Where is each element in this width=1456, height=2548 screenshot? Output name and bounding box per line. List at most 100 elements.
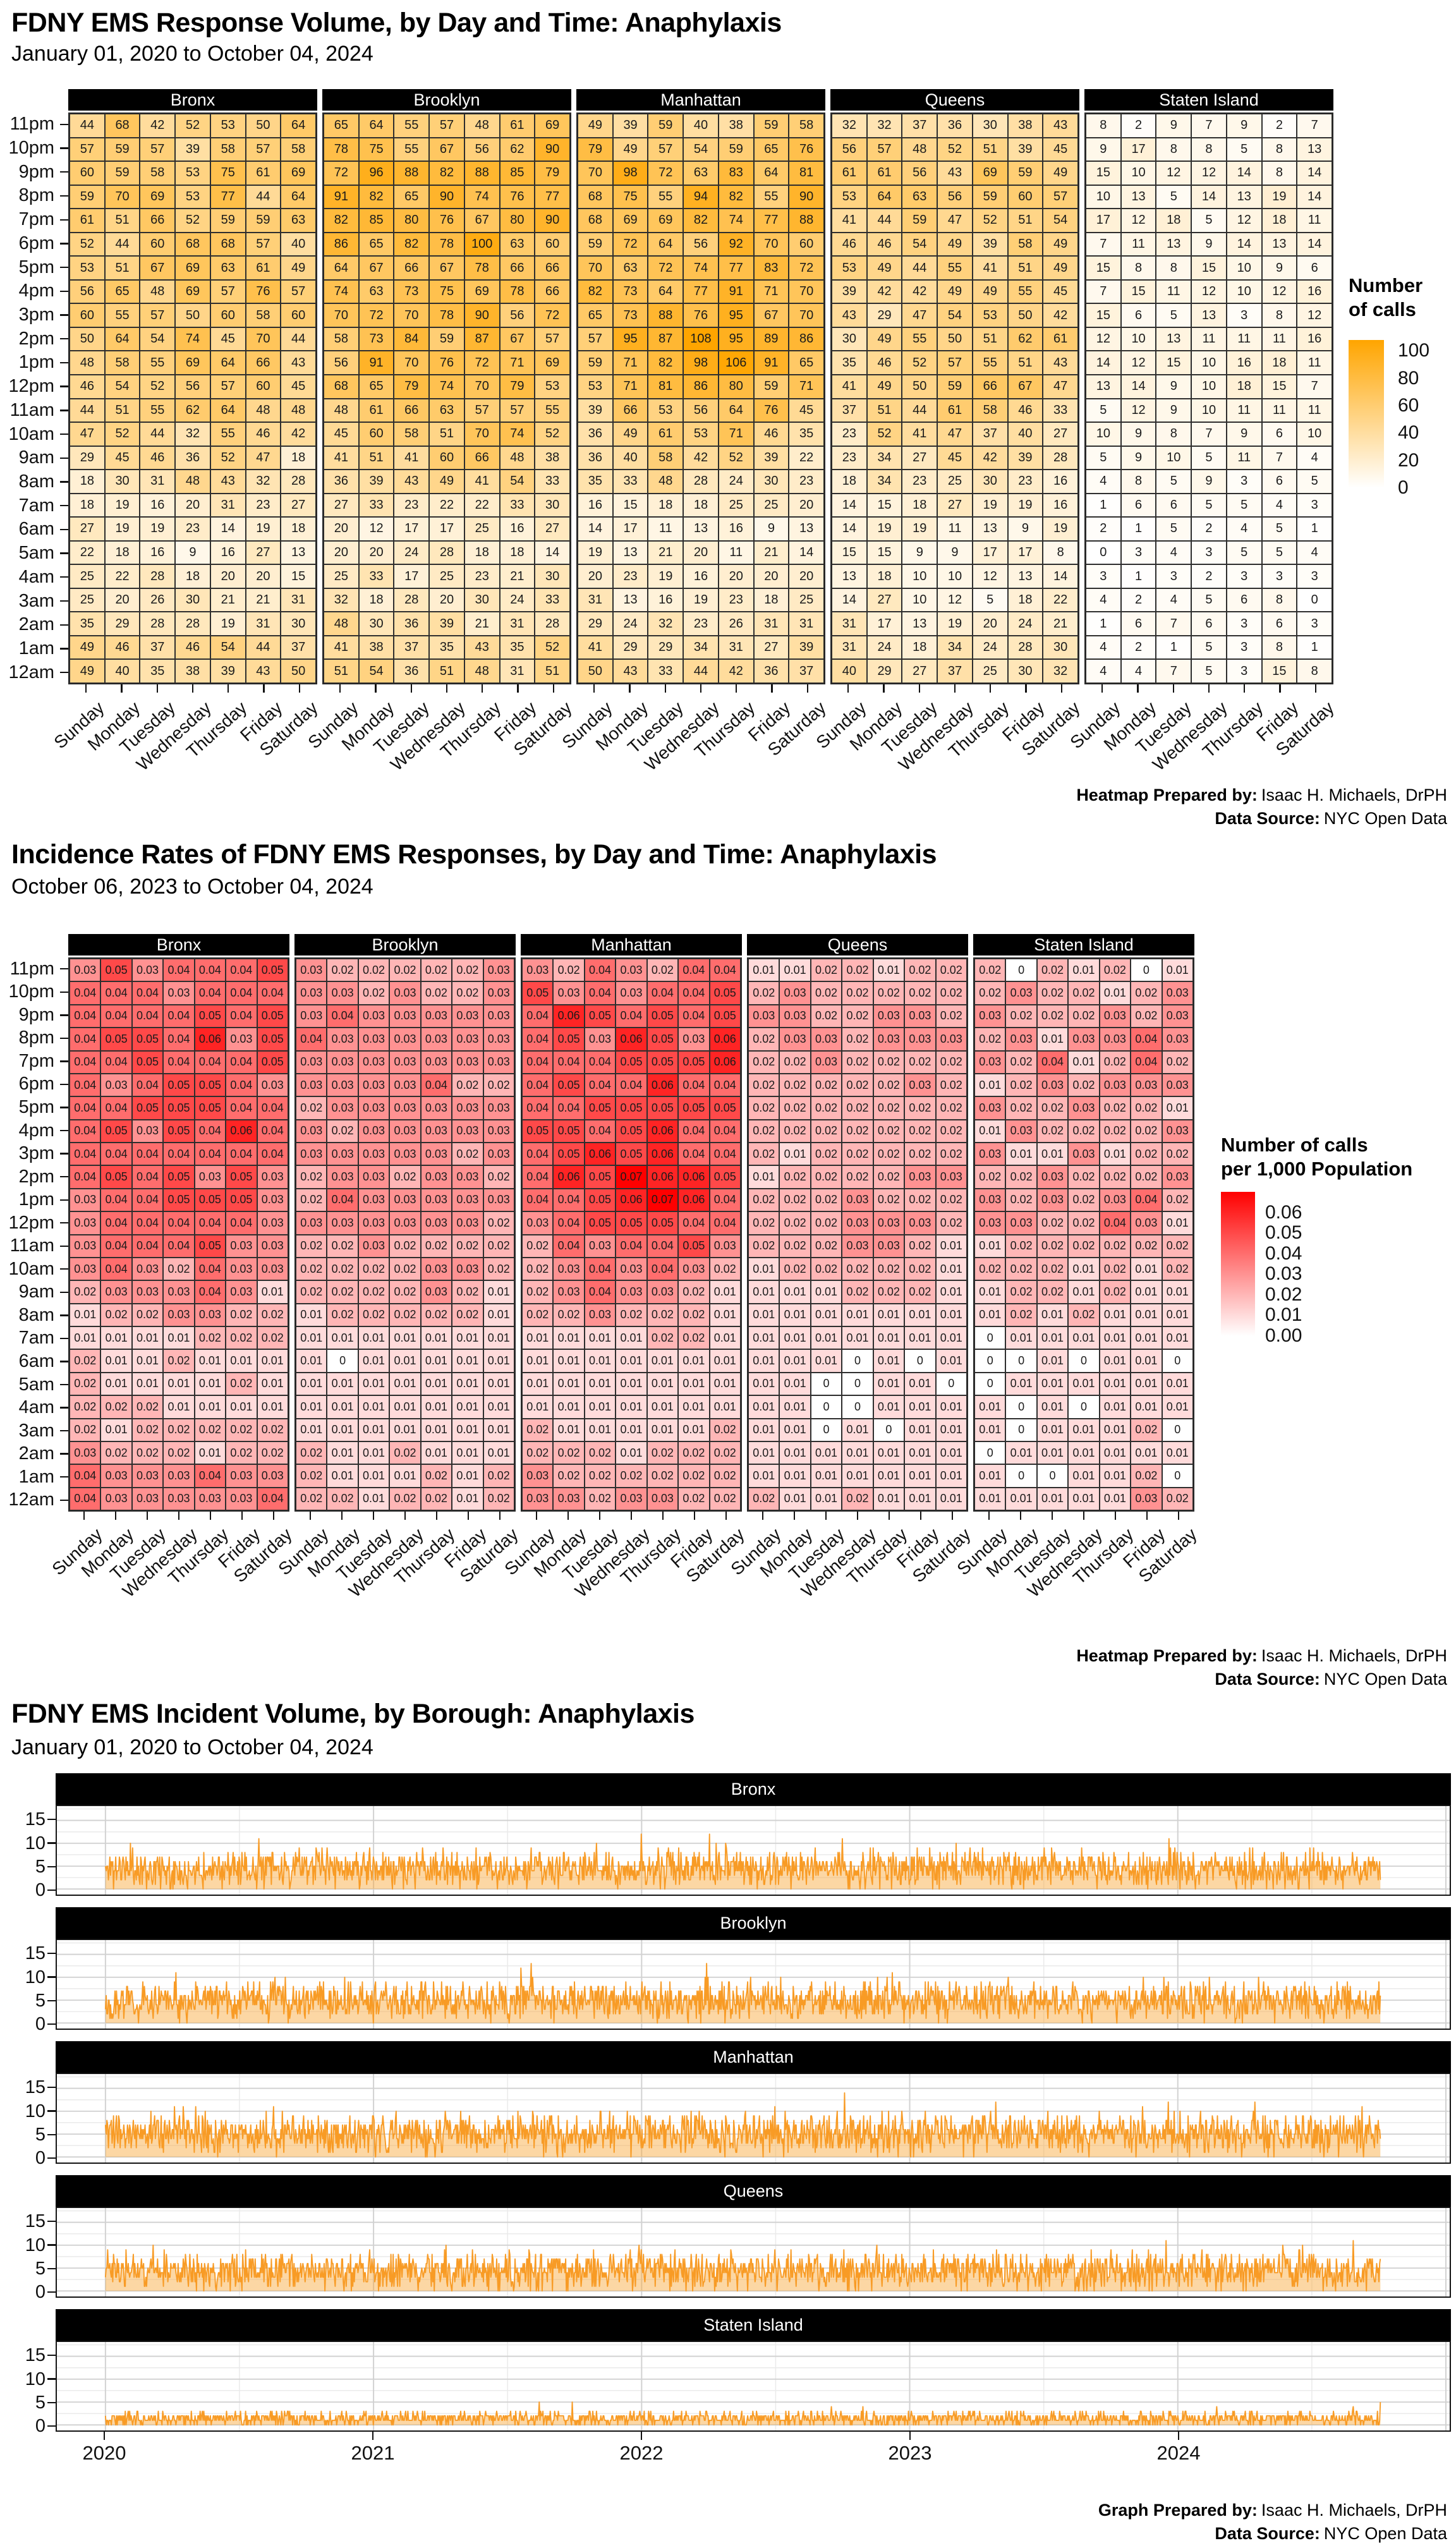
heatmap-cell: 0.02: [748, 1188, 780, 1212]
heatmap-cell: 0.03: [420, 1188, 452, 1212]
heatmap-cell: 15: [1261, 374, 1297, 399]
heatmap-cell: 65: [358, 232, 394, 257]
legend-tick-label: 0.06: [1265, 1201, 1302, 1223]
heatmap-cell: 9: [1120, 422, 1156, 446]
heatmap-cell: 0.01: [1068, 1418, 1100, 1441]
heatmap-cell: 24: [1007, 612, 1043, 636]
heatmap-cell: 54: [210, 635, 246, 660]
heatmap-cell: 35: [140, 659, 176, 683]
heatmap-cell: 0: [974, 1326, 1006, 1350]
heatmap-cell: 42: [1043, 303, 1078, 327]
heatmap-cell: 23: [175, 517, 210, 541]
y-axis-tick: [60, 648, 68, 650]
heatmap-cell: 51: [104, 398, 140, 423]
y-tick-label: 10: [25, 1967, 46, 1987]
heatmap-cell: 48: [324, 612, 359, 636]
heatmap-cell: 0.02: [810, 959, 842, 982]
heatmap-cell: 0.02: [842, 1050, 873, 1074]
heatmap-cell: 0.03: [296, 1119, 327, 1143]
heatmap-cell: 28: [281, 470, 316, 494]
hour-label: 3am: [18, 590, 54, 611]
heatmap-cell: 0.01: [779, 1326, 811, 1350]
heatmap-cell: 57: [245, 232, 281, 257]
heatmap-cell: 0.06: [616, 1188, 647, 1212]
heatmap-cell: 9: [175, 540, 210, 565]
heatmap-cell: 0.01: [1131, 1280, 1162, 1304]
heatmap-cell: 0.03: [131, 1487, 164, 1510]
heatmap-cell: 0.02: [1099, 1165, 1131, 1189]
heatmap-cell: 58: [1007, 232, 1043, 257]
heatmap-cell: 0.04: [70, 1073, 101, 1097]
heatmap-cell: 29: [70, 446, 105, 470]
heatmap-cell: 12: [1226, 209, 1262, 233]
heatmap-cell: 0.01: [616, 1418, 647, 1441]
y-axis-tick: [60, 1314, 68, 1316]
heatmap-cell: 0.01: [553, 1349, 585, 1373]
heatmap-cell: 0.02: [483, 1234, 514, 1258]
heatmap-cell: 62: [499, 137, 535, 162]
heatmap-cell: 17: [866, 612, 902, 636]
heatmap-cell: 0.04: [194, 959, 226, 982]
heatmap-cell: 50: [937, 327, 973, 351]
heatmap-cell: 0.01: [678, 1372, 710, 1396]
heatmap-cell: 8: [1086, 114, 1121, 138]
heatmap-cell: 0.04: [420, 1073, 452, 1097]
heatmap-cell: 0.03: [327, 1028, 358, 1051]
heatmap-cell: 19: [104, 517, 140, 541]
y-axis-tick: [60, 624, 68, 626]
heatmap-cell: 28: [535, 612, 570, 636]
heatmap-cell: 0.03: [709, 1234, 741, 1258]
heatmap-cell: 0.01: [131, 1372, 164, 1396]
y-axis-tick: [60, 1499, 68, 1501]
heatmap-cell: 72: [535, 303, 570, 327]
heatmap-cell: 0.01: [1036, 1143, 1069, 1166]
heatmap-cell: 0.01: [483, 1395, 514, 1419]
y-axis-tick: [60, 1199, 68, 1201]
heatmap-cell: 0.01: [748, 1326, 780, 1350]
heatmap-cell: 44: [70, 398, 105, 423]
heatmap-cell: 49: [972, 279, 1008, 304]
heatmap-cell: 4: [1297, 540, 1332, 565]
heatmap-cell: 0.02: [1131, 1143, 1162, 1166]
heatmap-cell: 0.01: [810, 1280, 842, 1304]
heatmap-cell: 14: [789, 540, 824, 565]
heatmap-cell: 49: [937, 279, 973, 304]
heatmap-cell: 70: [578, 161, 613, 185]
heatmap-cell: 67: [1007, 374, 1043, 399]
heatmap-cell: 90: [789, 185, 824, 209]
heatmap-cell: 18: [358, 588, 394, 612]
heatmap-cell: 0.01: [842, 1418, 873, 1441]
heatmap-cell: 0.02: [810, 981, 842, 1005]
x-axis-tick: [404, 1512, 406, 1520]
legend-tick-label: 0.01: [1265, 1304, 1302, 1326]
y-tick-label: 10: [25, 1833, 46, 1853]
heatmap-cell: 0.03: [389, 1119, 421, 1143]
heatmap-cell: 15: [866, 540, 902, 565]
heatmap-cell: 11: [1226, 327, 1262, 351]
heatmap-cell: 0.01: [1099, 1418, 1131, 1441]
x-axis-tick: [725, 1512, 727, 1520]
heatmap-cell: 8: [1297, 659, 1332, 683]
heatmap-cell: 14: [832, 588, 867, 612]
heatmap-cell: 0.02: [1131, 981, 1162, 1005]
heatmap-cell: 0.02: [748, 1143, 780, 1166]
heatmap-cell: 36: [578, 422, 613, 446]
heatmap-cell: 0.02: [974, 1257, 1006, 1281]
heatmap-cell: 3: [1297, 612, 1332, 636]
heatmap-cell: 0.01: [1068, 1487, 1100, 1510]
heatmap-cell: 0.02: [1005, 1303, 1037, 1326]
footer-line: Heatmap Prepared by: Isaac H. Michaels, D…: [1076, 784, 1447, 807]
heatmap-cell: 6: [1261, 612, 1297, 636]
y-axis-tick: [60, 147, 68, 149]
x-axis-tick: [598, 1512, 601, 1520]
heatmap-cell: 0.02: [226, 1303, 257, 1326]
heatmap-cell: 86: [683, 374, 719, 399]
heatmap-cell: 0.03: [358, 1004, 390, 1028]
heatmap-cell: 53: [972, 303, 1008, 327]
data-line: [104, 2092, 1381, 2158]
heatmap-cell: 0.01: [327, 1395, 358, 1419]
heatmap-cell: 0.01: [483, 1349, 514, 1373]
y-axis-tick: [60, 600, 68, 602]
heatmap-cell: 0.01: [873, 1464, 905, 1488]
heatmap-cell: 18: [866, 564, 902, 588]
